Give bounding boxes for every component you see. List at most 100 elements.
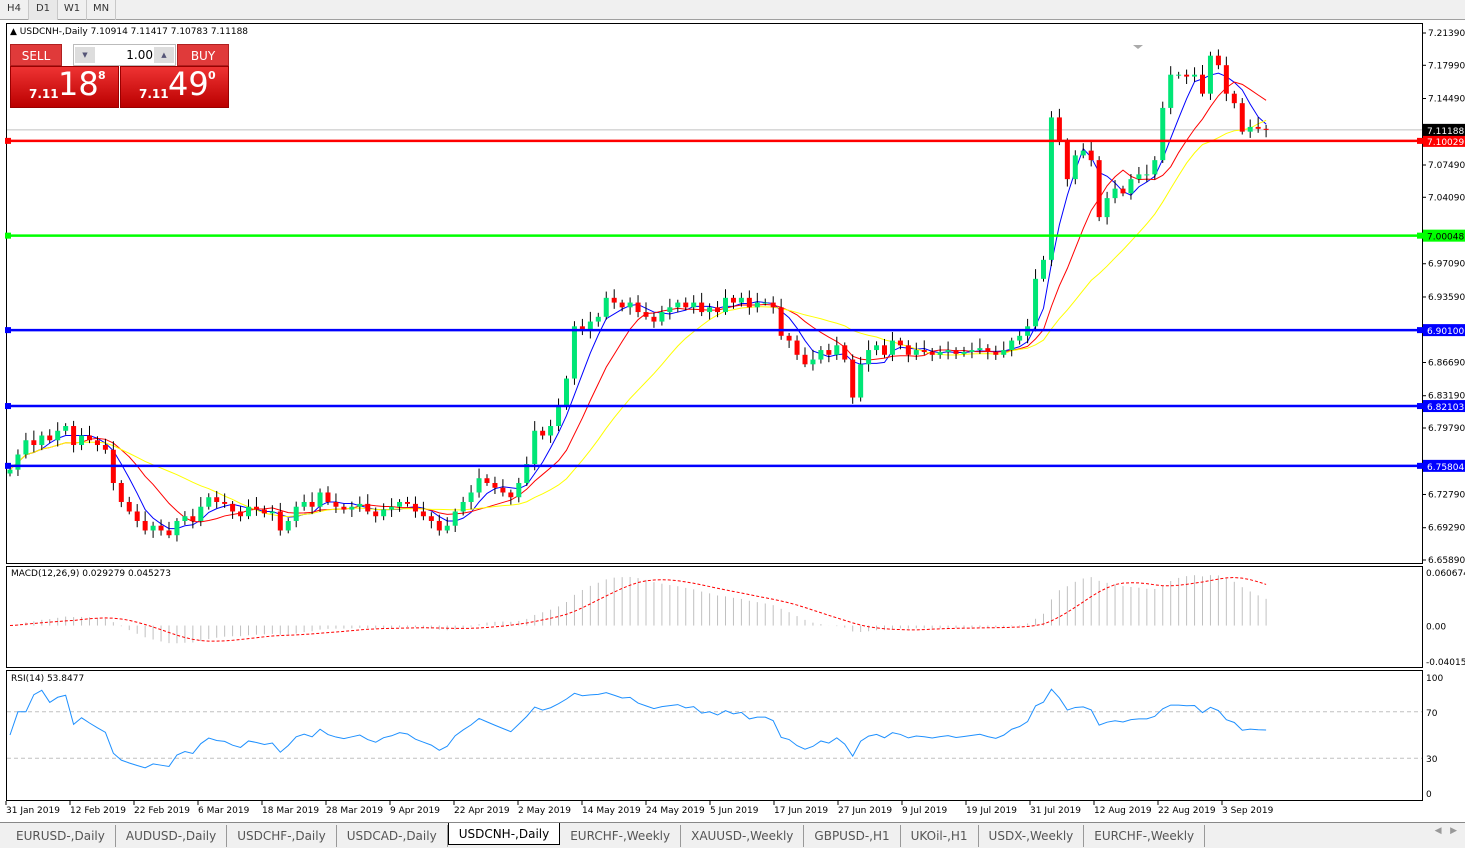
candle-body [190, 516, 196, 521]
timeframe-d1[interactable]: D1 [29, 0, 58, 20]
candle-body [1080, 150, 1086, 156]
symbol-tab[interactable]: GBPUSD-,H1 [804, 825, 901, 847]
timeframe-h4[interactable]: H4 [0, 0, 29, 20]
candle-body [675, 302, 681, 308]
candle-body [516, 482, 522, 498]
rsi-tick-label: 100 [1426, 674, 1443, 684]
candle-body [1176, 74, 1182, 76]
symbol-tab[interactable]: XAUUSD-,Weekly [681, 825, 805, 847]
symbol-tab[interactable]: EURUSD-,Daily [6, 825, 116, 847]
price-label-bg [1423, 459, 1465, 472]
rsi-tick-label: 30 [1426, 755, 1438, 765]
timeframe-toolbar: H4 D1 W1 MN [0, 0, 1465, 20]
candle-body [1231, 93, 1237, 104]
candle-body [174, 520, 180, 536]
candle-body [905, 345, 911, 355]
candle-body [945, 350, 951, 352]
candle-body [47, 435, 53, 441]
candle-body [818, 350, 824, 360]
candle-body [1009, 340, 1015, 351]
symbol-tab[interactable]: AUDUSD-,Daily [116, 825, 228, 847]
macd-tick-label: 0.00 [1426, 623, 1446, 633]
candle-body [341, 506, 347, 510]
candle-body [643, 312, 649, 317]
buy-button[interactable]: BUY [177, 44, 229, 66]
price-line-label: 6.75804 [1427, 463, 1464, 473]
candle-body [794, 340, 800, 355]
price-line-label: 7.10029 [1427, 138, 1464, 148]
line-handle [1417, 232, 1423, 239]
price-tick-label: 6.97090 [1428, 260, 1465, 270]
candle-body [1001, 350, 1007, 355]
candle-body [571, 326, 577, 379]
lot-size-stepper[interactable]: ▼ 1.00 ▲ [73, 44, 176, 66]
candle-body [754, 302, 760, 308]
candle-body [269, 511, 275, 514]
candle-body [1200, 74, 1205, 94]
chart-canvas[interactable]: 7.21390 7.17990 7.14490 7.07490 7.04090 6.970… [0, 20, 1465, 822]
candle-body [126, 501, 132, 512]
candle-body [412, 503, 418, 512]
candle-body [770, 302, 776, 308]
candle-body [102, 445, 108, 450]
symbol-tab[interactable]: USDX-,Weekly [979, 825, 1085, 847]
symbol-tab[interactable]: EURCHF-,Weekly [1084, 825, 1206, 847]
sell-button[interactable]: SELL [10, 44, 62, 66]
candle-body [7, 469, 13, 474]
collapse-icon[interactable]: ▲ [10, 27, 20, 37]
candle-body [1120, 188, 1126, 194]
candle-body [707, 307, 713, 313]
price-tick-label: 6.93590 [1428, 293, 1465, 303]
symbol-tab[interactable]: UKOil-,H1 [901, 825, 979, 847]
price-tick-label: 6.69290 [1428, 524, 1465, 534]
candle-body [182, 516, 188, 521]
timeframe-w1[interactable]: W1 [58, 0, 87, 20]
candle-body [1144, 174, 1150, 176]
candle-body [826, 350, 832, 355]
candle-body [444, 525, 450, 531]
candle-body [492, 482, 498, 488]
sell-price-big: 18 [58, 65, 99, 103]
symbol-tab[interactable]: USDCAD-,Daily [337, 825, 448, 847]
macd-signal-line [9, 576, 1267, 642]
price-panel [6, 23, 1423, 564]
timeframe-mn[interactable]: MN [87, 0, 116, 20]
date-label: 12 Feb 2019 [70, 806, 126, 816]
sell-price[interactable]: 7.11 18 8 [10, 65, 119, 108]
candle-body [1072, 155, 1078, 180]
candle-body [317, 492, 323, 507]
candle-body [532, 430, 538, 465]
line-handle [5, 137, 11, 144]
candle-body [253, 506, 259, 510]
candle-body [23, 440, 29, 455]
buy-price[interactable]: 7.11 49 0 [120, 65, 229, 108]
candle-body [802, 354, 808, 365]
symbol-tab[interactable]: USDCNH-,Daily [447, 823, 561, 845]
candle-body [420, 511, 426, 517]
date-label: 31 Jan 2019 [6, 806, 60, 816]
chart-title: ▲ USDCNH-,Daily 7.10914 7.11417 7.10783 … [10, 27, 248, 37]
lot-size-input[interactable]: 1.00 [126, 48, 153, 62]
tab-scroll-arrows-icon[interactable]: ◀ ▶ [1434, 826, 1457, 836]
line-handle [5, 232, 11, 239]
date-label: 22 Feb 2019 [134, 806, 190, 816]
symbol-tab[interactable]: EURCHF-,Weekly [560, 825, 682, 847]
moving-average-10 [9, 81, 1267, 523]
buy-price-big: 49 [168, 65, 209, 103]
candle-body [1215, 55, 1221, 66]
decrease-lot-icon[interactable]: ▼ [75, 47, 95, 63]
increase-lot-icon[interactable]: ▲ [154, 47, 174, 63]
candle-body [842, 345, 848, 360]
candle-body [659, 312, 665, 322]
candle-body [1041, 259, 1046, 279]
candle-body [778, 307, 784, 336]
date-label: 14 May 2019 [582, 806, 641, 816]
price-tick-label: 6.72790 [1428, 490, 1465, 500]
line-handle [1417, 327, 1423, 334]
candle-body [985, 348, 991, 352]
date-label: 2 May 2019 [518, 806, 571, 816]
candle-body [365, 503, 371, 512]
candle-body [1136, 174, 1142, 180]
candle-body [436, 520, 442, 531]
symbol-tab[interactable]: USDCHF-,Daily [227, 825, 337, 847]
